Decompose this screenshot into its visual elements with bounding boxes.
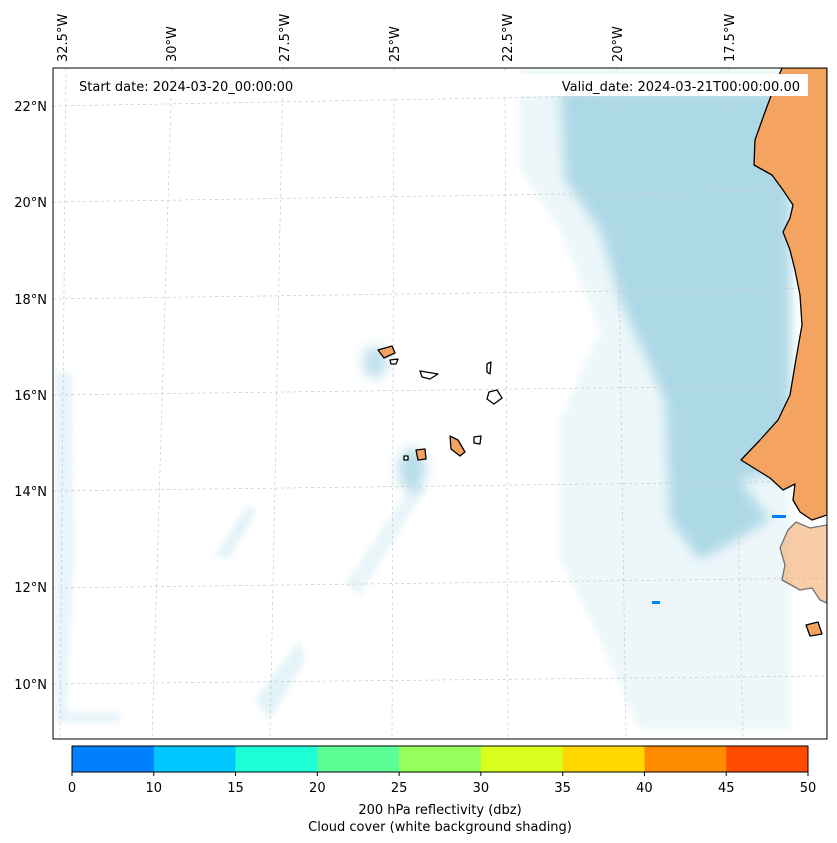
island-brava	[403, 455, 409, 461]
africa-coast-land	[740, 68, 827, 521]
lon-label: 32.5°W	[56, 14, 71, 62]
lat-label: 12°N	[14, 581, 47, 596]
cloud-cover-patch-south	[255, 640, 305, 720]
colorbar-tick-label: 40	[636, 781, 653, 796]
colorbar: 0 10 15 20 25 30 35 40 45 50	[68, 745, 817, 796]
cloud-cover-band-west	[55, 370, 74, 720]
latitude-labels: 22°N 20°N 18°N 16°N 14°N 12°N 10°N	[14, 100, 47, 693]
lat-label: 16°N	[14, 389, 47, 404]
reflectivity-echo-offshore	[652, 601, 660, 604]
lon-label: 27.5°W	[278, 14, 293, 62]
colorbar-segment	[72, 746, 155, 772]
lat-label: 14°N	[14, 485, 47, 500]
header-info-box	[72, 74, 808, 96]
cloud-cover-bottom-strip	[60, 712, 120, 722]
graticule	[53, 68, 827, 739]
bijagos-islands	[805, 621, 823, 637]
colorbar-tick-label: 50	[800, 781, 817, 796]
africa-south-land	[779, 521, 827, 604]
cloud-cover-streak	[345, 480, 425, 595]
colorbar-label-cloud-cover: Cloud cover (white background shading)	[308, 820, 572, 835]
cloud-cover-dense-east	[560, 90, 790, 560]
island-fogo	[415, 448, 427, 461]
island-sao-vicente	[389, 358, 399, 365]
colorbar-segment	[235, 746, 318, 772]
lon-label: 20°W	[611, 26, 626, 62]
lat-label: 10°N	[14, 678, 47, 693]
lon-label: 30°W	[165, 26, 180, 62]
colorbar-segment	[153, 746, 237, 772]
island-santiago	[449, 435, 466, 457]
colorbar-tick-label: 45	[718, 781, 735, 796]
island-boa-vista	[486, 389, 503, 405]
colorbar-label-reflectivity: 200 hPa reflectivity (dbz)	[358, 803, 521, 818]
graticule-line	[504, 68, 509, 739]
graticule-line	[59, 68, 67, 739]
colorbar-segment	[317, 746, 400, 772]
graticule-line	[615, 68, 627, 739]
colorbar-segment	[644, 746, 727, 772]
reflectivity-echo-gambia	[772, 515, 786, 518]
graticule-line	[727, 68, 744, 739]
longitude-labels: 32.5°W 30°W 27.5°W 25°W 22.5°W 20°W 17.5…	[56, 14, 738, 62]
colorbar-tick-label: 30	[473, 781, 490, 796]
colorbar-tick-label: 15	[227, 781, 244, 796]
graticule-line	[269, 68, 284, 739]
colorbar-tick-label: 20	[309, 781, 326, 796]
lon-label: 25°W	[388, 26, 403, 62]
colorbar-segment	[726, 746, 809, 772]
colorbar-segment	[399, 746, 482, 772]
lon-label: 22.5°W	[501, 14, 516, 62]
lat-label: 22°N	[14, 100, 47, 115]
start-date-label: Start date: 2024-03-20_00:00:00	[79, 80, 293, 95]
colorbar-tick-label: 0	[68, 781, 76, 796]
colorbar-border	[71, 745, 809, 773]
colorbar-tick-label: 35	[554, 781, 571, 796]
cloud-cover-patch-sw	[215, 505, 256, 560]
island-santo-antao	[377, 345, 396, 359]
colorbar-segment	[480, 746, 564, 772]
lat-label: 20°N	[14, 196, 47, 211]
graticule-line	[391, 68, 395, 739]
lat-label: 18°N	[14, 293, 47, 308]
island-sao-nicolau	[419, 370, 439, 380]
colorbar-tick-label: 10	[146, 781, 163, 796]
island-maio	[473, 435, 482, 445]
lon-label: 17.5°W	[723, 14, 738, 62]
map-border	[52, 67, 828, 740]
colorbar-tick-label: 25	[391, 781, 408, 796]
island-sal	[486, 361, 492, 375]
colorbar-segment	[562, 746, 645, 772]
valid-date-label: Valid_date: 2024-03-21T00:00:00.00	[562, 80, 800, 95]
graticule-line	[151, 68, 173, 739]
